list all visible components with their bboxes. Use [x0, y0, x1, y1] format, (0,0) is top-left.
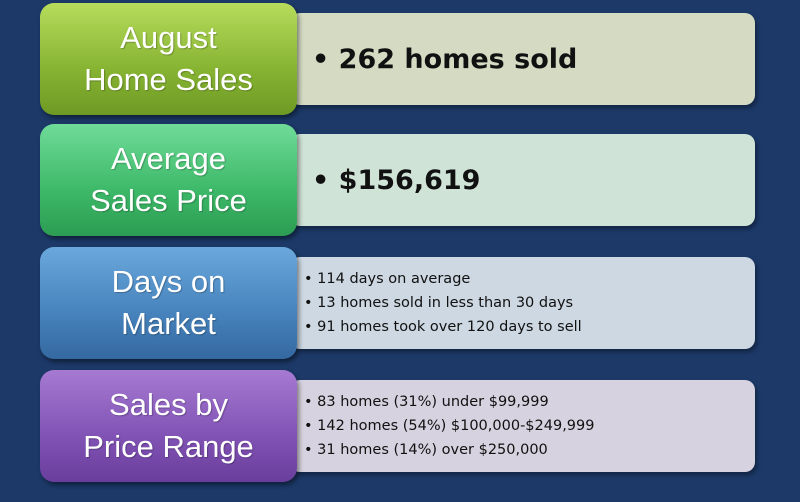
label-line: Average [111, 141, 226, 176]
bullet-item: 114 days on average [302, 267, 755, 291]
label-line: Sales Price [90, 183, 247, 218]
content-box: $156,619 [290, 134, 755, 226]
bullet-item: 91 homes took over 120 days to sell [302, 315, 755, 339]
bullet-item: 31 homes (14%) over $250,000 [302, 438, 755, 462]
bullet-item: 83 homes (31%) under $99,999 [302, 390, 755, 414]
content-box: 262 homes sold [290, 13, 755, 105]
bullet-item: 142 homes (54%) $100,000-$249,999 [302, 414, 755, 438]
label-line: Days on [111, 264, 226, 299]
content-box: 114 days on average13 homes sold in less… [290, 257, 755, 349]
label-box: Sales by Price Range [40, 370, 297, 482]
bullet-item: 13 homes sold in less than 30 days [302, 291, 755, 315]
label-line: Market [121, 306, 216, 341]
label-line: Home Sales [84, 62, 253, 97]
label-line: Sales by [109, 387, 228, 422]
bullet-item: 262 homes sold [312, 44, 755, 75]
label-box: Days on Market [40, 247, 297, 359]
content-box: 83 homes (31%) under $99,999142 homes (5… [290, 380, 755, 472]
label-line: August [120, 20, 217, 55]
label-line: Price Range [83, 429, 254, 464]
bullet-item: $156,619 [312, 165, 755, 196]
label-box: August Home Sales [40, 3, 297, 115]
label-box: Average Sales Price [40, 124, 297, 236]
